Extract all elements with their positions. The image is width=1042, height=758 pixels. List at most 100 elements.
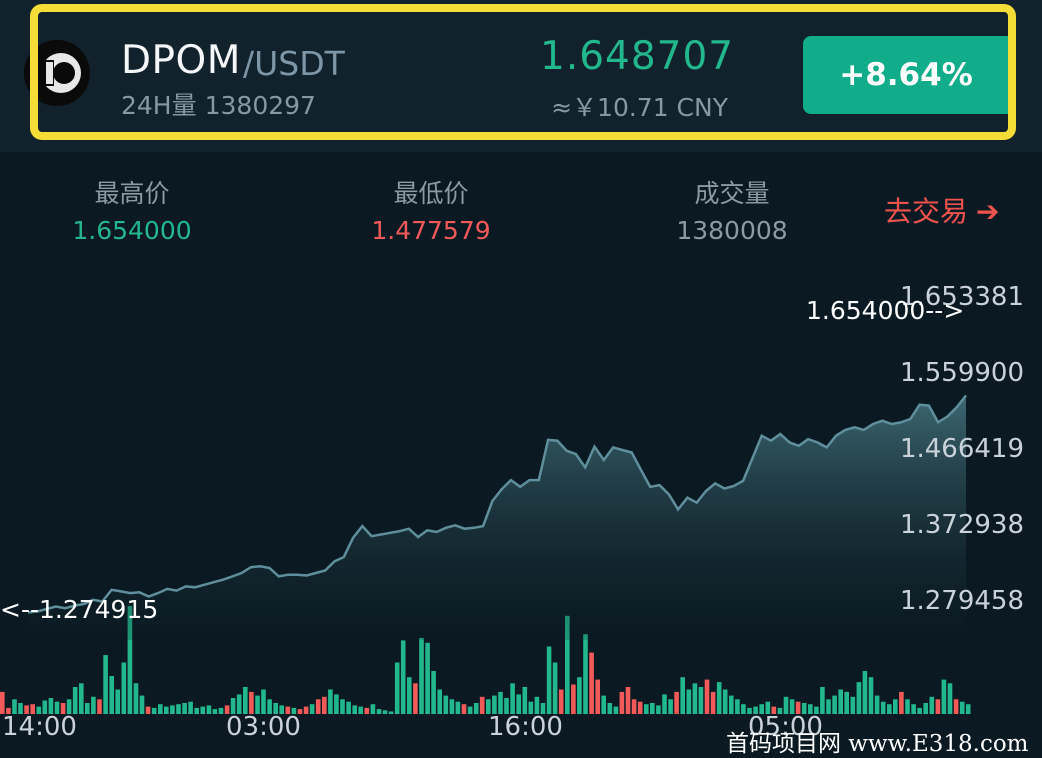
volume-bar (303, 706, 309, 714)
volume-bar (66, 699, 72, 714)
volume-bar (911, 704, 916, 714)
volume-bar (795, 701, 801, 714)
volume-bar (613, 706, 619, 714)
y-tick-label: 1.466419 (899, 434, 1024, 464)
volume-bar (473, 703, 479, 714)
volume-bar (176, 704, 181, 714)
volume-bar (182, 703, 187, 714)
volume-bar (546, 646, 552, 714)
change-badge[interactable]: +8.64% (803, 36, 1009, 114)
y-tick-label: 1.653381 (899, 282, 1024, 312)
volume-bar (558, 689, 564, 714)
volume-bar (334, 694, 339, 714)
ticker-header: DPOM /USDT 24H量 1380297 1.648707 ≈￥10.71 … (0, 0, 1042, 152)
volume-bar (194, 707, 199, 714)
price-chart[interactable] (0, 260, 1042, 720)
volume-bar (917, 707, 922, 714)
volume-bar (455, 701, 461, 714)
price-area (28, 395, 966, 640)
volume-bar (358, 706, 363, 714)
y-tick-label: 1.372938 (899, 510, 1024, 540)
volume-bar (91, 696, 96, 714)
volume-bar (947, 683, 953, 714)
volume-bar (874, 695, 880, 714)
volume-bar (322, 696, 327, 714)
volume-bar (12, 699, 17, 714)
volume-bar (36, 706, 42, 714)
stat-volume-value: 1380008 (676, 216, 788, 245)
volume-bar (789, 699, 795, 714)
volume-bar (0, 691, 5, 714)
go-trade-label: 去交易 (884, 195, 969, 228)
volume-bar (18, 703, 23, 714)
volume-bar (552, 662, 558, 714)
volume-bar (151, 707, 157, 714)
stat-volume-label: 成交量 (694, 179, 770, 208)
volume-bar (279, 705, 284, 714)
highlight-frame (30, 4, 1016, 140)
volume-bar (668, 699, 673, 714)
volume-bar (704, 679, 710, 714)
x-tick-label: 05:00 (748, 712, 823, 742)
stat-volume: 成交量 1380008 (632, 174, 832, 245)
volume-bar (230, 698, 236, 714)
volume-bar (328, 689, 333, 714)
volume-bar (170, 705, 175, 714)
volume-bar (267, 699, 272, 714)
volume-bar (905, 699, 910, 714)
volume-bar (297, 709, 303, 714)
volume-bar (619, 691, 625, 714)
volume-bar (127, 606, 133, 714)
volume-bar (929, 696, 935, 714)
volume-bar (54, 701, 60, 714)
volume-bar (437, 689, 442, 714)
volume-bar (97, 699, 102, 714)
volume-bar (115, 689, 120, 714)
volume-bar (899, 691, 904, 714)
volume-bar (826, 699, 831, 714)
volume-bar (212, 709, 218, 714)
coin-logo (24, 40, 90, 106)
arrow-right-icon: ➔ (976, 195, 1000, 228)
volume-bar (370, 704, 376, 714)
volume-bar (145, 706, 151, 714)
volume-bar (729, 695, 734, 714)
volume-bar (741, 704, 746, 714)
volume-bar (419, 637, 424, 714)
volume-bar (206, 705, 212, 714)
volume-bar (394, 662, 400, 714)
volume-bar (273, 703, 278, 714)
volume-bar (498, 691, 503, 714)
volume-bar (492, 695, 497, 714)
volume-bar (893, 699, 898, 714)
pair-quote-symbol: /USDT (243, 44, 345, 83)
volume-bar (200, 706, 206, 714)
volume-bar (309, 704, 315, 714)
volume-bar (759, 704, 764, 714)
last-price: 1.648707 (540, 34, 735, 79)
volume-bar (625, 687, 631, 714)
volume-bar (133, 683, 139, 714)
volume-bar (261, 689, 266, 714)
volume-bar (747, 707, 752, 714)
x-tick-label: 14:00 (2, 712, 77, 742)
volume-bar (85, 703, 90, 714)
volume-bar (832, 695, 837, 714)
stat-high: 最高价 1.654000 (32, 174, 232, 245)
volume-24h-value: 1380297 (204, 91, 316, 120)
volume-bar (631, 699, 637, 714)
volume-bar (243, 687, 248, 714)
volume-bar (783, 696, 789, 714)
volume-bar (461, 704, 467, 714)
stat-high-value: 1.654000 (72, 216, 192, 245)
volume-bar (6, 707, 11, 714)
volume-bar (680, 677, 685, 714)
volume-bar (923, 703, 928, 714)
go-trade-button[interactable]: 去交易 ➔ (884, 190, 999, 230)
volume-bar (431, 671, 436, 714)
volume-bar (443, 695, 449, 714)
volume-bar (765, 701, 771, 714)
volume-bar (850, 696, 856, 714)
volume-bar (449, 699, 455, 714)
volume-bar (953, 699, 959, 714)
